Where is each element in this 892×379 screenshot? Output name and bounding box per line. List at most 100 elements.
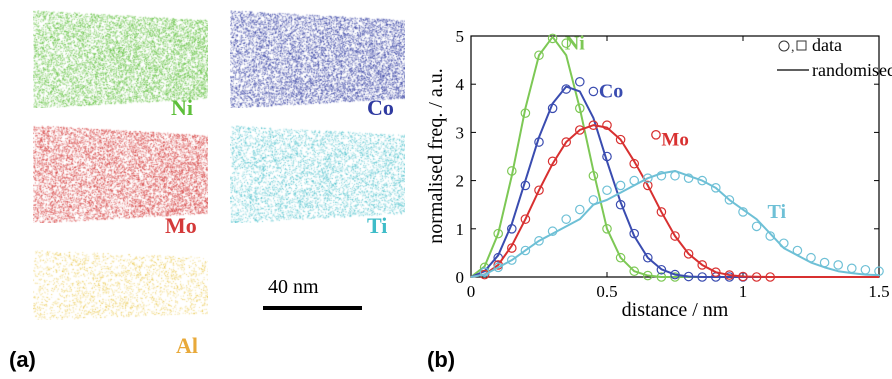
data-point-mo	[643, 180, 653, 191]
mo-label: Mo	[165, 213, 197, 238]
data-point-ni	[547, 33, 558, 44]
legend: , data randomised	[777, 35, 892, 80]
y-tick-label: 2	[456, 172, 465, 191]
series-label-ni: Ni	[565, 32, 585, 54]
data-point-ti	[765, 231, 775, 241]
data-point-ti	[683, 173, 694, 183]
data-point-mo	[683, 249, 694, 259]
data-point-mo	[710, 267, 721, 277]
y-tick-label: 1	[456, 220, 465, 239]
x-axis-label: distance / nm	[622, 299, 729, 321]
data-point-mo	[656, 207, 667, 217]
data-point-mo	[765, 272, 775, 282]
scalebar-label: 40 nm	[268, 276, 319, 298]
mo-atom-cloud	[33, 125, 208, 223]
al-atom-cloud	[33, 250, 208, 320]
data-point-ti	[819, 257, 830, 268]
data-point-ti	[534, 236, 544, 246]
y-axis-label: normalised freq. / a.u.	[425, 68, 447, 244]
data-point-co	[683, 271, 694, 282]
data-point-mo	[588, 120, 599, 130]
data-point-mo	[602, 120, 612, 130]
data-point-co	[547, 103, 558, 114]
data-point-co	[697, 272, 707, 282]
data-point-ti	[629, 175, 639, 186]
axis-ticks: 0 0.5 1 1.5 0 1 2 3 4 5	[456, 27, 890, 301]
atom-maps-panel: Ni Co Mo Ti Al 40 nm (a)	[0, 0, 420, 379]
series-layer: Ni Co Ti Mo	[470, 32, 884, 282]
data-point-co	[615, 199, 626, 210]
data-point-ti	[846, 263, 857, 274]
data-point-co	[520, 180, 531, 191]
data-point-ni	[520, 108, 531, 118]
legend-data-marker-separator: ,	[791, 40, 795, 55]
series-ni: Ni	[470, 32, 879, 282]
data-point-ti	[792, 245, 803, 256]
x-tick-label: 0	[467, 282, 476, 301]
data-point-mo	[724, 270, 735, 280]
legend-data-circle-marker	[778, 40, 790, 52]
panel-a-label: (a)	[9, 347, 36, 372]
data-point-ti	[520, 245, 531, 256]
data-point-co	[575, 76, 585, 87]
data-point-ti	[751, 221, 762, 232]
legend-randomised-label: randomised	[812, 60, 892, 80]
panel-b-label: (b)	[427, 347, 456, 372]
y-tick-label: 4	[456, 75, 465, 94]
series-co: Co	[470, 76, 879, 282]
scalebar-line	[263, 306, 362, 310]
ti-label: Ti	[367, 213, 388, 238]
data-point-ti	[710, 183, 721, 193]
data-point-ti	[643, 173, 653, 183]
data-point-mo	[547, 156, 558, 167]
y-tick-label: 3	[456, 123, 465, 142]
series-ti: Ti	[470, 169, 884, 278]
series-label-ti: Ti	[767, 201, 786, 223]
data-point-ti	[874, 266, 884, 277]
data-point-co	[629, 228, 639, 239]
data-point-ti	[602, 185, 612, 196]
data-point-ti	[507, 255, 517, 265]
legend-data-label: data	[812, 35, 842, 55]
data-point-ti	[738, 207, 748, 217]
data-point-ni	[643, 270, 653, 281]
data-point-co	[588, 86, 599, 97]
x-tick-label: 1	[739, 282, 748, 301]
series-line-ti	[470, 169, 880, 278]
data-point-ni	[575, 103, 585, 114]
data-point-ni	[588, 170, 599, 181]
data-point-ni	[561, 38, 571, 49]
data-point-co	[602, 151, 612, 162]
data-point-ti	[656, 170, 667, 181]
data-point-ni	[507, 166, 517, 176]
data-point-mo	[575, 125, 585, 135]
data-point-ti	[575, 204, 585, 215]
data-point-co	[643, 252, 653, 263]
data-point-ti	[615, 180, 626, 191]
data-point-ti	[493, 262, 503, 273]
data-point-mo	[670, 231, 680, 241]
series-line-co	[470, 85, 879, 278]
mo-inline-label: Mo	[661, 129, 688, 150]
data-point-co	[670, 269, 680, 280]
data-point-ni	[493, 228, 503, 239]
series-label-co: Co	[599, 81, 623, 103]
data-point-ti	[479, 267, 490, 277]
y-tick-label: 0	[456, 268, 465, 287]
data-point-mo	[629, 158, 639, 169]
ni-label: Ni	[171, 95, 193, 120]
data-point-ti	[547, 226, 558, 237]
co-label: Co	[367, 95, 394, 120]
data-point-mo	[697, 260, 707, 270]
data-point-co	[561, 84, 571, 94]
data-point-ni	[534, 50, 544, 61]
distribution-chart: 0 0.5 1 1.5 0 1 2 3 4 5 Ni Co Ti Mo distance / nm no…	[425, 27, 892, 321]
data-point-mo	[507, 243, 517, 253]
data-point-ti	[588, 195, 599, 205]
data-point-ti	[561, 214, 571, 224]
data-point-ti	[724, 195, 735, 205]
mo-legend-marker	[651, 129, 661, 140]
co-atom-cloud	[230, 10, 405, 108]
data-point-ti	[860, 264, 871, 275]
x-tick-label: 0.5	[596, 282, 617, 301]
